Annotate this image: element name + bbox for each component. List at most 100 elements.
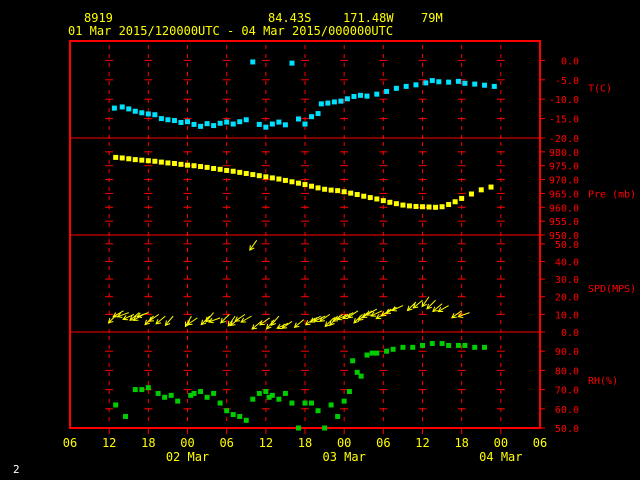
data-point-temperature bbox=[256, 121, 262, 127]
data-point-temperature bbox=[276, 119, 282, 125]
data-point-temperature bbox=[145, 111, 151, 117]
data-point-temperature bbox=[178, 119, 184, 125]
data-point-relative_humidity bbox=[139, 387, 145, 393]
wind-arrow-shaft bbox=[251, 321, 262, 330]
data-point-relative_humidity bbox=[256, 390, 262, 396]
wind-arrow-head bbox=[276, 323, 283, 330]
data-point-pressure bbox=[230, 168, 236, 174]
y-tick-label: 965.0 bbox=[549, 189, 579, 200]
x-date-label: 04 Mar bbox=[479, 450, 522, 464]
wind-arrow-shaft bbox=[412, 299, 423, 309]
wind-arrow-head bbox=[336, 315, 343, 321]
data-point-temperature bbox=[344, 96, 350, 102]
y-tick-label: 30.0 bbox=[555, 275, 579, 286]
wind-arrow-shaft bbox=[294, 319, 305, 328]
y-tick-label: 0.0 bbox=[561, 56, 579, 67]
data-point-pressure bbox=[354, 192, 360, 198]
wind-arrow-head bbox=[122, 315, 129, 321]
wind-arrow-head bbox=[265, 323, 272, 330]
data-point-pressure bbox=[387, 199, 393, 205]
wind-arrow-shaft bbox=[458, 312, 470, 318]
wind-arrow-shaft bbox=[451, 310, 462, 319]
wind-arrow-head bbox=[361, 313, 368, 319]
y-tick-label: 70.0 bbox=[555, 386, 579, 397]
data-point-relative_humidity bbox=[243, 417, 249, 423]
wind-arrow-head bbox=[432, 306, 438, 313]
data-point-relative_humidity bbox=[374, 350, 380, 356]
wind-arrow-head bbox=[112, 312, 119, 318]
wind-arrow-head bbox=[116, 312, 123, 318]
data-point-temperature bbox=[132, 108, 138, 114]
y-tick-label: 50.0 bbox=[555, 240, 579, 251]
data-point-relative_humidity bbox=[250, 396, 256, 402]
data-point-relative_humidity bbox=[191, 390, 197, 396]
wind-arrow-shaft bbox=[234, 313, 246, 322]
data-point-pressure bbox=[224, 167, 230, 173]
data-point-relative_humidity bbox=[384, 348, 390, 354]
wind-arrow-shaft bbox=[259, 317, 271, 326]
data-point-pressure bbox=[361, 193, 367, 199]
wind-arrow-shaft bbox=[353, 314, 363, 324]
data-point-temperature bbox=[126, 106, 132, 112]
wind-arrow-head bbox=[329, 320, 335, 327]
wind-arrow-shaft bbox=[129, 312, 140, 321]
x-tick-label: 00 bbox=[494, 436, 508, 450]
data-point-relative_humidity bbox=[269, 392, 275, 398]
data-point-temperature bbox=[446, 79, 452, 85]
data-point-relative_humidity bbox=[315, 408, 321, 414]
data-point-temperature bbox=[198, 123, 204, 129]
wind-arrow-head bbox=[324, 321, 331, 328]
data-point-pressure bbox=[185, 162, 190, 168]
wind-arrow-shaft bbox=[117, 312, 129, 318]
y-tick-label: 10.0 bbox=[555, 310, 579, 321]
data-point-pressure bbox=[309, 183, 315, 189]
x-tick-label: 12 bbox=[259, 436, 273, 450]
wind-arrow-head bbox=[380, 311, 387, 317]
data-point-relative_humidity bbox=[420, 342, 425, 348]
data-point-temperature bbox=[185, 119, 190, 125]
data-point-relative_humidity bbox=[289, 400, 295, 406]
data-point-pressure bbox=[289, 179, 295, 185]
wind-arrow-head bbox=[220, 317, 226, 324]
data-point-temperature bbox=[338, 98, 344, 104]
data-point-temperature bbox=[423, 80, 429, 86]
data-point-temperature bbox=[491, 83, 497, 89]
y-tick-label: 0.0 bbox=[561, 328, 579, 339]
data-point-relative_humidity bbox=[341, 398, 347, 404]
wind-arrow-head bbox=[281, 323, 288, 329]
x-tick-label: 06 bbox=[219, 436, 233, 450]
data-point-relative_humidity bbox=[439, 341, 445, 347]
wind-arrow-shaft bbox=[122, 313, 135, 320]
data-point-relative_humidity bbox=[198, 389, 204, 395]
data-point-relative_humidity bbox=[266, 394, 272, 400]
wind-arrow-shaft bbox=[432, 303, 443, 312]
wind-arrow-shaft bbox=[266, 319, 275, 330]
data-point-pressure bbox=[439, 204, 445, 210]
wind-arrow-shaft bbox=[342, 312, 354, 320]
data-point-relative_humidity bbox=[224, 408, 230, 414]
panel-label-temperature: T(C) bbox=[588, 84, 612, 95]
data-point-pressure bbox=[145, 158, 151, 164]
x-tick-label: 00 bbox=[180, 436, 194, 450]
wind-arrow-shaft bbox=[249, 240, 258, 251]
data-point-relative_humidity bbox=[276, 396, 282, 402]
y-tick-label: 40.0 bbox=[555, 257, 579, 268]
data-point-temperature bbox=[158, 116, 164, 122]
data-point-pressure bbox=[217, 166, 223, 172]
data-point-temperature bbox=[295, 116, 301, 122]
data-point-pressure bbox=[341, 189, 347, 195]
wind-arrow-head bbox=[136, 312, 143, 318]
wind-arrow-shaft bbox=[270, 315, 280, 326]
wind-arrow-head bbox=[375, 314, 382, 320]
x-tick-label: 18 bbox=[298, 436, 312, 450]
data-point-pressure bbox=[165, 160, 171, 166]
data-point-relative_humidity bbox=[354, 369, 360, 375]
data-point-relative_humidity bbox=[204, 394, 210, 400]
y-tick-label: 975.0 bbox=[549, 162, 579, 173]
data-point-pressure bbox=[211, 165, 217, 171]
data-point-pressure bbox=[374, 196, 380, 202]
wind-arrow-head bbox=[412, 303, 419, 309]
wind-arrow-shaft bbox=[200, 315, 211, 325]
data-point-relative_humidity bbox=[162, 394, 168, 400]
wind-arrow-shaft bbox=[314, 315, 326, 322]
